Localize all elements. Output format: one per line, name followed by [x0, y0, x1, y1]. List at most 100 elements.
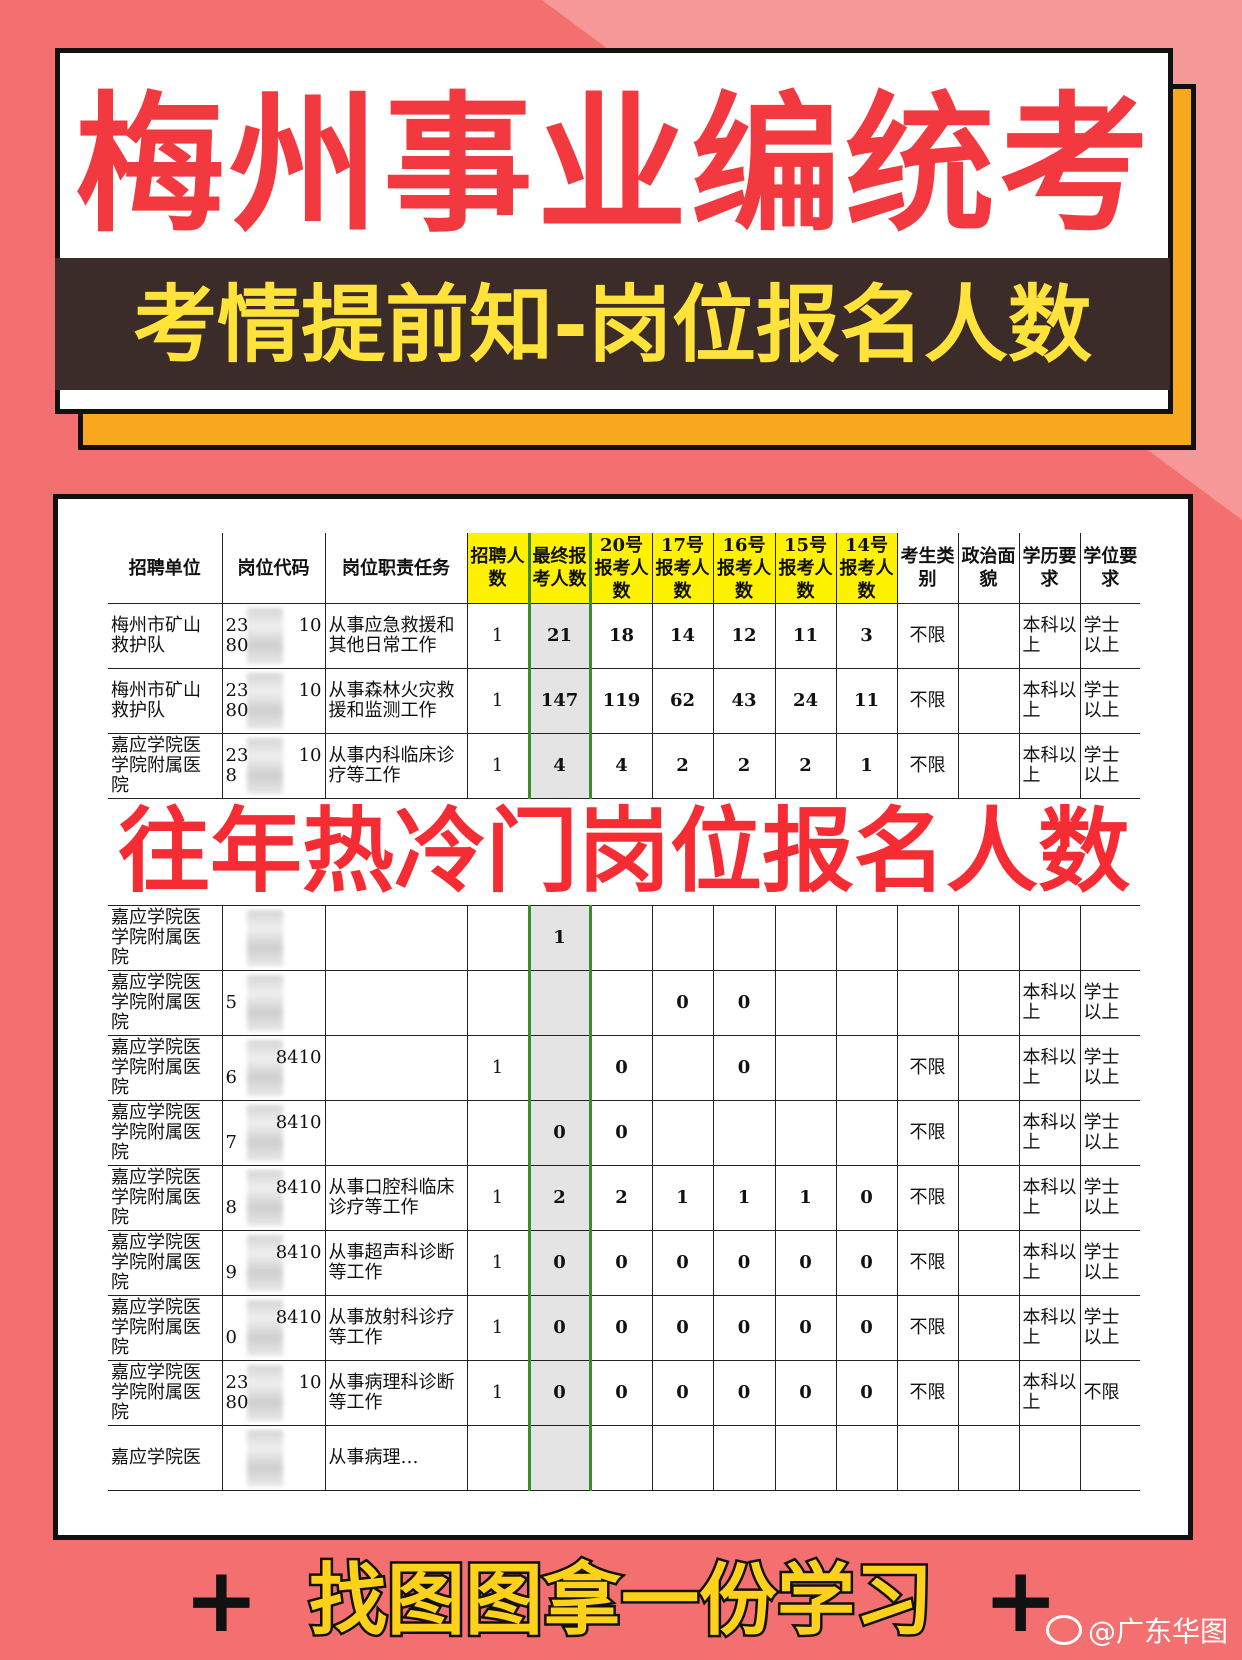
- education-cell: [1018, 905, 1081, 971]
- count-cell: [712, 1425, 776, 1491]
- count-cell: 2: [774, 733, 837, 799]
- page-title: 梅州事业编统考: [74, 79, 1153, 253]
- count-cell: [835, 1100, 898, 1166]
- count-cell: 1: [774, 1165, 837, 1231]
- count-cell: [835, 905, 898, 971]
- count-cell: 0: [589, 1035, 653, 1101]
- count-cell: 2: [651, 733, 714, 799]
- code-part: 23: [225, 1372, 249, 1393]
- page-subtitle: 考情提前知-岗位报名人数: [133, 276, 1092, 374]
- count-cell: [589, 905, 653, 971]
- table-row: 嘉应学院医学院附属医院 1: [108, 905, 1140, 971]
- count-cell: 0: [835, 1230, 898, 1296]
- code-line: 23 10: [226, 616, 322, 636]
- code-part: 8410: [275, 1177, 322, 1198]
- column-header: 学位要求: [1079, 533, 1140, 604]
- column-header: 20号报考人数: [589, 533, 653, 604]
- duty-cell: 从事应急救援和其他日常工作: [324, 603, 468, 669]
- code-line: 6: [226, 1068, 322, 1088]
- code-part: 80: [225, 1392, 249, 1413]
- degree-cell: 学士以上: [1079, 1230, 1140, 1296]
- count-cell: 1: [466, 1230, 530, 1296]
- table-row: 嘉应学院医学院附属医院 8410 8 从事口腔科临床诊疗等工作 1 2 2 1 1 1 0 不限 本科以…: [108, 1165, 1140, 1231]
- overlay-heading-line1: 往年热冷门岗位: [115, 798, 765, 905]
- count-cell: 24: [774, 668, 837, 734]
- table-row: 嘉应学院医学院附属医院 23 10 80 从事病理科诊断等工作 1 0 0 0 0 0 0 不限 本科以上…: [108, 1360, 1140, 1426]
- category-cell: [896, 970, 959, 1036]
- category-cell: 不限: [896, 1360, 959, 1426]
- count-cell: 0: [651, 1230, 714, 1296]
- code-cell: [221, 1425, 326, 1491]
- count-cell: [712, 1100, 776, 1166]
- code-line: 80: [226, 701, 322, 721]
- education-cell: 本科以上: [1018, 1100, 1081, 1166]
- unit-cell: 嘉应学院医学院附属医院: [108, 1100, 223, 1166]
- blurred-code: [246, 1430, 283, 1486]
- count-cell: [774, 1035, 837, 1101]
- count-cell: 0: [651, 970, 714, 1036]
- count-cell: [466, 970, 530, 1036]
- degree-cell: 学士以上: [1079, 1295, 1140, 1361]
- degree-cell: 不限: [1079, 1360, 1140, 1426]
- count-cell: [774, 1425, 837, 1491]
- count-cell: 1: [466, 603, 530, 669]
- count-cell: 0: [589, 1230, 653, 1296]
- count-cell: 0: [527, 1100, 592, 1166]
- category-cell: [896, 905, 959, 971]
- politics-cell: [957, 1360, 1020, 1426]
- count-cell: 0: [651, 1295, 714, 1361]
- education-cell: 本科以上: [1018, 1165, 1081, 1231]
- code-line: 8410: [226, 1178, 322, 1198]
- table-row: 梅州市矿山救护队 23 10 80 从事应急救援和其他日常工作 1 21 18 14 12 11 3 不…: [108, 603, 1140, 669]
- count-cell: 147: [527, 668, 592, 734]
- column-header: 政治面貌: [957, 533, 1020, 604]
- code-line: 23 10: [226, 746, 322, 766]
- count-cell: 1: [712, 1165, 776, 1231]
- code-part: 23: [225, 615, 249, 636]
- unit-cell: 嘉应学院医学院附属医院: [108, 733, 223, 799]
- politics-cell: [957, 603, 1020, 669]
- code-cell: 8410 6: [221, 1035, 326, 1101]
- code-cell: 8410 9: [221, 1230, 326, 1296]
- education-cell: 本科以上: [1018, 1035, 1081, 1101]
- code-part: 23: [225, 680, 249, 701]
- duty-cell: 从事内科临床诊疗等工作: [324, 733, 468, 799]
- count-cell: 2: [589, 1165, 653, 1231]
- count-cell: 0: [651, 1360, 714, 1426]
- column-header: 岗位代码: [221, 533, 326, 604]
- duty-cell: 从事口腔科临床诊疗等工作: [324, 1165, 468, 1231]
- code-part: 80: [225, 635, 249, 656]
- unit-cell: 嘉应学院医学院附属医院: [108, 1360, 223, 1426]
- count-cell: [527, 1425, 592, 1491]
- code-line: 9: [226, 1263, 322, 1283]
- count-cell: 0: [589, 1295, 653, 1361]
- code-cell: 5: [221, 970, 326, 1036]
- code-line: 23 10: [226, 1373, 322, 1393]
- duty-cell: [324, 970, 468, 1036]
- code-line: 8: [226, 1198, 322, 1218]
- code-line: 7: [226, 1133, 322, 1153]
- blurred-code: [246, 1300, 283, 1356]
- code-part: 10: [298, 615, 322, 636]
- politics-cell: [957, 905, 1020, 971]
- category-cell: 不限: [896, 668, 959, 734]
- table-row: 嘉应学院医 从事病理…: [108, 1425, 1140, 1491]
- code-part: 9: [225, 1262, 237, 1283]
- politics-cell: [957, 1295, 1020, 1361]
- count-cell: 1: [527, 905, 592, 971]
- education-cell: 本科以上: [1018, 603, 1081, 669]
- count-cell: 0: [835, 1295, 898, 1361]
- count-cell: 18: [589, 603, 653, 669]
- count-cell: 0: [712, 1035, 776, 1101]
- code-cell: 23 10 8: [221, 733, 326, 799]
- code-part: 80: [225, 700, 249, 721]
- category-cell: 不限: [896, 1230, 959, 1296]
- education-cell: 本科以上: [1018, 733, 1081, 799]
- watermark: @广东华图: [1045, 1610, 1228, 1650]
- blurred-code: [246, 1040, 283, 1096]
- count-cell: [589, 1425, 653, 1491]
- category-cell: 不限: [896, 1100, 959, 1166]
- unit-cell: 嘉应学院医学院附属医院: [108, 1295, 223, 1361]
- duty-cell: 从事超声科诊断等工作: [324, 1230, 468, 1296]
- overlay-heading-row: 往年热冷门岗位报名人数: [108, 798, 1140, 906]
